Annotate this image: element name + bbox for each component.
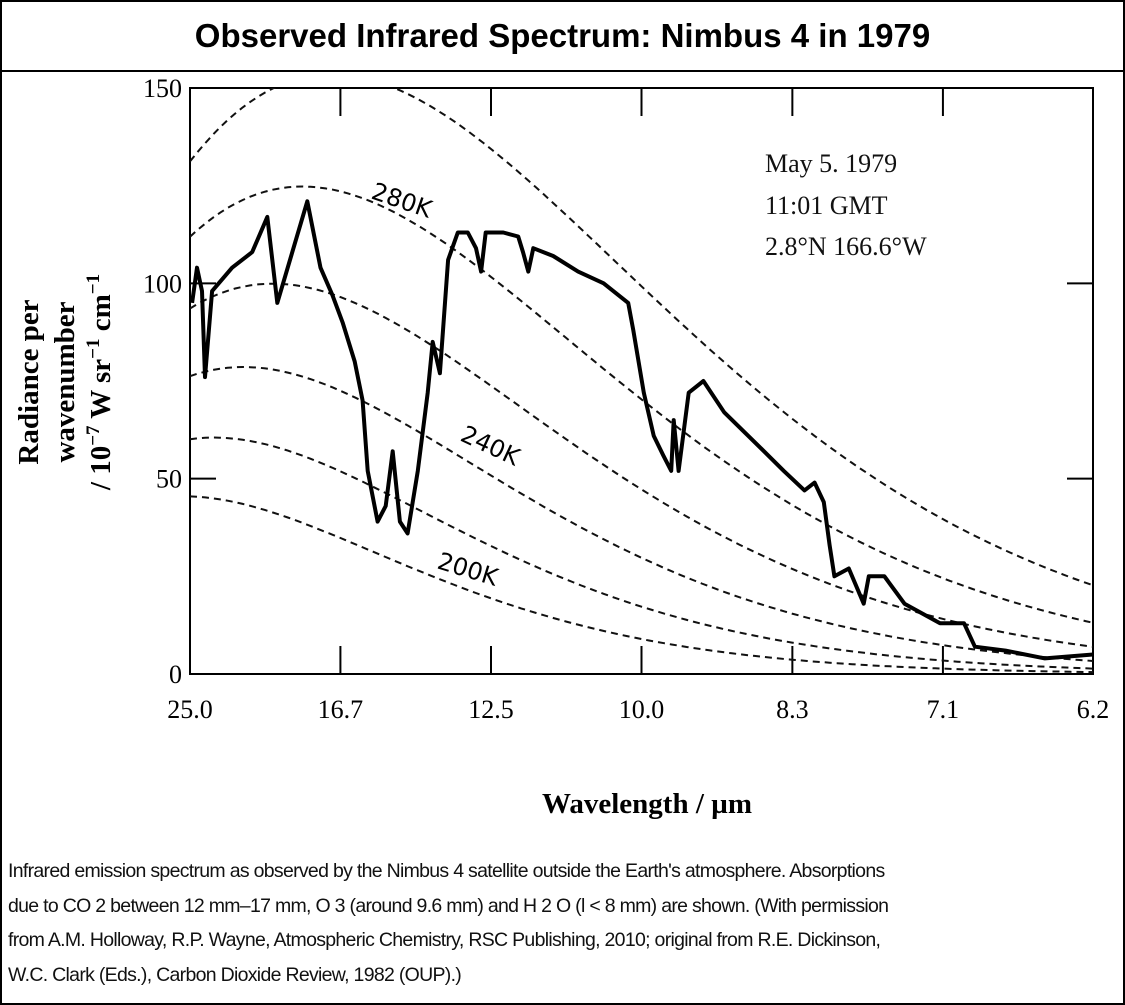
- spectrum-line: [190, 199, 1093, 661]
- x-tick-label: 6.2: [1077, 695, 1110, 724]
- blackbody-curve-300k: [190, 88, 1093, 587]
- annotation-date: May 5. 1979: [765, 149, 897, 178]
- observed-spectrum: [190, 199, 1093, 661]
- chart-title: Observed Infrared Spectrum: Nimbus 4 in …: [194, 17, 931, 54]
- y-axis-title-line2: wavenumber: [49, 301, 81, 462]
- caption-line: Infrared emission spectrum as observed b…: [8, 860, 885, 882]
- blackbody-curve-200k: [190, 495, 1093, 674]
- blackbody-curves: [190, 88, 1093, 674]
- annotation-location: 2.8°N 166.6°W: [765, 232, 927, 261]
- y-tick-label: 100: [143, 269, 182, 298]
- x-axis-title: Wavelength / µm: [542, 788, 752, 820]
- x-tick-label: 7.1: [927, 695, 960, 724]
- x-tick-label: 10.0: [619, 695, 665, 724]
- caption-line: from A.M. Holloway, R.P. Wayne, Atmosphe…: [8, 929, 881, 951]
- curve-label-240k: 240K: [456, 420, 525, 472]
- y-axis-title: Radiance per wavenumber / 10−7 W sr−1 cm…: [13, 274, 117, 491]
- blackbody-curve-280k: [190, 185, 1093, 624]
- caption-line: W.C. Clark (Eds.), Carbon Dioxide Review…: [8, 963, 462, 986]
- axis-ticks: [189, 87, 1094, 675]
- x-tick-label: 16.7: [318, 695, 364, 724]
- annotation-time: 11:01 GMT: [765, 191, 888, 220]
- blackbody-curve-260k: [190, 282, 1093, 648]
- title-bar: Observed Infrared Spectrum: Nimbus 4 in …: [2, 2, 1123, 72]
- y-tick-labels: 0 50 100 150: [143, 74, 182, 689]
- x-tick-label: 25.0: [167, 695, 213, 724]
- x-tick-labels: 25.0 16.7 12.5 10.0 8.3 7.1 6.2: [167, 695, 1109, 724]
- y-axis-title-line1: Radiance per: [13, 299, 45, 464]
- y-tick-label: 0: [169, 660, 182, 689]
- figure-caption: Infrared emission spectrum as observed b…: [8, 854, 1118, 992]
- blackbody-curve-240k: [190, 365, 1093, 662]
- x-tick-label: 12.5: [468, 695, 514, 724]
- curve-label-200k: 200K: [434, 547, 502, 592]
- blackbody-curve-220k: [190, 436, 1093, 670]
- caption-line: due to CO 2 between 12 mm–17 mm, O 3 (ar…: [8, 894, 889, 917]
- y-tick-label: 150: [143, 74, 182, 103]
- y-axis-title-line3: / 10−7 W sr−1 cm−1: [83, 274, 117, 491]
- y-tick-label: 50: [156, 465, 182, 494]
- x-tick-label: 8.3: [776, 695, 809, 724]
